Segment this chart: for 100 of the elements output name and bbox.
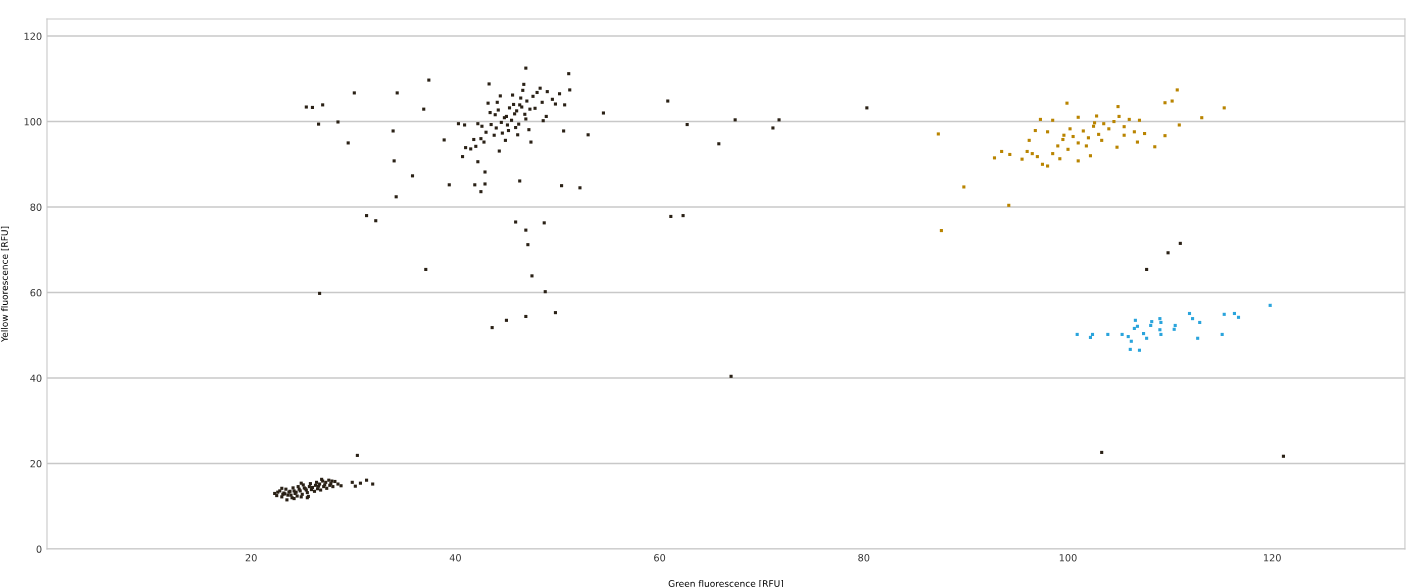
x-tick-label: 120: [1263, 554, 1281, 562]
point: [1112, 120, 1116, 124]
point: [1149, 323, 1153, 328]
point: [1177, 123, 1181, 127]
point: [1062, 133, 1066, 137]
point: [1061, 137, 1065, 142]
point: [1122, 125, 1126, 129]
point: [1076, 159, 1080, 163]
point: [1133, 318, 1137, 322]
point: [1106, 332, 1110, 336]
point: [1076, 115, 1080, 119]
point: [1135, 140, 1139, 144]
point: [1097, 132, 1101, 136]
x-tick-label: 60: [654, 554, 666, 562]
y-tick-label: 100: [24, 118, 42, 126]
point: [1159, 332, 1163, 336]
point: [1191, 317, 1195, 321]
point: [1222, 312, 1226, 316]
point: [1222, 106, 1226, 110]
point: [1137, 348, 1142, 352]
point: [1030, 152, 1034, 156]
point: [1200, 116, 1204, 120]
point: [939, 229, 943, 233]
point: [1065, 101, 1069, 105]
point: [1126, 335, 1130, 339]
point: [1107, 127, 1111, 131]
point: [992, 156, 997, 160]
y-tick-label: 20: [30, 460, 42, 468]
y-tick-label: 40: [30, 374, 42, 382]
point: [1128, 347, 1132, 351]
point: [962, 185, 966, 189]
point: [1084, 144, 1088, 148]
point: [1071, 134, 1075, 139]
point: [1236, 315, 1241, 319]
point: [1090, 332, 1095, 336]
point: [1153, 145, 1157, 149]
point: [1196, 336, 1200, 340]
point: [1068, 127, 1072, 131]
point: [1027, 138, 1031, 142]
point: [1033, 128, 1037, 133]
point: [1075, 332, 1079, 336]
point: [1172, 327, 1176, 331]
point: [1092, 121, 1097, 125]
point: [1122, 133, 1126, 137]
point: [1232, 311, 1236, 316]
point: [1117, 114, 1121, 118]
point: [1020, 157, 1024, 161]
point: [1081, 129, 1085, 133]
point: [1088, 154, 1093, 158]
point: [1056, 144, 1060, 148]
point: [1091, 124, 1096, 128]
point: [1040, 162, 1045, 166]
point: [1007, 203, 1011, 207]
point: [1173, 323, 1177, 328]
x-tick-label: 20: [245, 554, 257, 562]
point: [1120, 332, 1124, 336]
point: [1038, 117, 1042, 121]
point: [1220, 332, 1224, 336]
point: [1008, 152, 1012, 157]
point: [1170, 99, 1174, 103]
point: [1086, 136, 1090, 140]
point: [1135, 324, 1139, 328]
point: [1129, 339, 1133, 343]
x-tick-label: 100: [1059, 554, 1077, 562]
point: [1159, 320, 1163, 325]
point: [1115, 145, 1119, 149]
point: [1102, 122, 1106, 126]
point: [1035, 155, 1039, 159]
point: [1088, 335, 1093, 339]
point: [1158, 328, 1162, 332]
y-tick-label: 0: [36, 545, 42, 553]
point: [1187, 311, 1192, 316]
point: [1046, 164, 1050, 168]
point: [1163, 101, 1167, 105]
point: [936, 132, 940, 136]
point: [1058, 157, 1062, 161]
x-tick-label: 80: [858, 554, 870, 562]
y-tick-label: 80: [30, 203, 42, 211]
point: [1051, 118, 1055, 122]
x-tick-label: 40: [449, 554, 461, 562]
point: [1142, 332, 1146, 336]
point: [1268, 303, 1272, 307]
point: [1143, 131, 1147, 136]
point: [1198, 320, 1202, 325]
point: [1100, 138, 1104, 142]
point: [1025, 149, 1029, 154]
point: [1137, 118, 1142, 122]
point: [1076, 141, 1080, 145]
point: [1127, 117, 1131, 121]
y-tick-label: 120: [24, 32, 42, 40]
point: [1051, 152, 1055, 156]
point: [1000, 149, 1004, 154]
point: [1095, 114, 1099, 118]
point: [1132, 130, 1136, 134]
point: [1132, 326, 1136, 330]
point: [1116, 105, 1120, 109]
point: [1066, 147, 1070, 151]
y-axis-title: Yellow fluorescence [RFU]: [0, 226, 9, 343]
point: [1175, 88, 1179, 92]
y-tick-label: 60: [30, 289, 42, 297]
